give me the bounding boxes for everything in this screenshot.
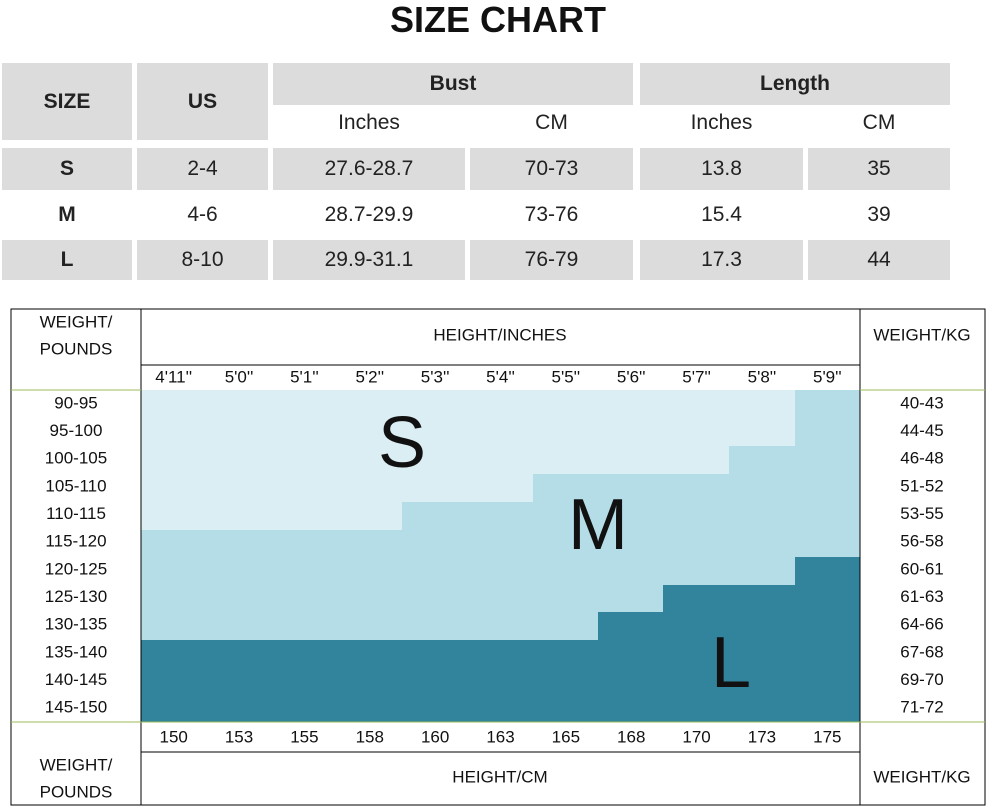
zone-s [141,390,795,530]
header-cell: Bust [273,63,633,105]
header-cell: SIZE [2,63,132,140]
height-cm: 160 [421,727,449,746]
zone-l [141,557,860,722]
height-in: 5'9'' [813,367,842,386]
height-cm: 173 [748,727,776,746]
table-cell: 29.9-31.1 [273,240,465,280]
height-in: 5'8'' [748,367,777,386]
table-cell: 28.7-29.9 [324,203,414,226]
table-cell: 2-4 [137,148,268,190]
height-cm: 165 [552,727,580,746]
table-cell: 4-6 [187,203,218,226]
weight-lb: 100-105 [45,449,107,468]
height-cm: 163 [486,727,514,746]
header: HEIGHT/INCHES [433,325,566,344]
weight-kg: 46-48 [900,449,943,468]
weight-lb: 110-115 [46,504,106,523]
table-cell: 27.6-28.7 [273,148,465,190]
height-in: 5'4'' [486,367,515,386]
table-cell: 13.8 [640,148,803,190]
weight-lb: 145-150 [45,698,107,717]
header: POUNDS [40,782,113,801]
weight-kg: 53-55 [900,504,943,523]
weight-lb: 90-95 [54,393,97,412]
table-cell: 15.4 [701,203,742,226]
header: HEIGHT/CM [452,767,547,786]
height-in: 5'5'' [552,367,581,386]
zone-label: L [711,623,751,703]
weight-lb: 95-100 [50,421,103,440]
weight-kg: 69-70 [900,670,943,689]
height-cm: 175 [813,727,841,746]
height-in: 5'2'' [355,367,384,386]
weight-lb: 120-125 [45,559,107,578]
border [10,308,986,806]
height-cm: 170 [682,727,710,746]
unit-header: Inches [338,110,400,134]
height-cm: 168 [617,727,645,746]
height-cm: 158 [356,727,384,746]
height-cm: 153 [225,727,253,746]
height-in: 5'0'' [225,367,254,386]
weight-lb: 105-110 [45,476,106,495]
weight-lb: 135-140 [45,642,107,661]
weight-kg: 44-45 [900,421,943,440]
unit-header: CM [862,110,896,134]
height-in: 5'3'' [421,367,450,386]
unit-header: Inches [690,110,753,134]
zone-label: M [568,485,628,565]
weight-kg: 61-63 [900,587,943,606]
height-in: 5'6'' [617,367,646,386]
header-cell: US [137,63,268,140]
weight-kg: 71-72 [900,698,943,717]
table-cell: 76-79 [470,240,633,280]
weight-lb: 115-120 [45,532,106,551]
height-in: 4'11'' [155,367,192,386]
weight-kg: 56-58 [900,532,943,551]
header: WEIGHT/ [40,755,113,774]
height-cm: 155 [290,727,318,746]
header: WEIGHT/ [40,312,113,331]
height-in: 5'1'' [290,367,319,386]
header: WEIGHT/KG [873,767,970,786]
weight-kg: 64-66 [900,615,943,634]
zone-label: S [378,403,426,483]
table-cell: 35 [808,148,950,190]
table-cell: 8-10 [137,240,268,280]
table-cell: 17.3 [640,240,803,280]
height-in: 5'7'' [682,367,711,386]
table-cell: 39 [867,203,891,226]
table-cell: 70-73 [470,148,633,190]
table-cell: L [2,240,132,280]
weight-lb: 125-130 [45,587,107,606]
weight-kg: 60-61 [900,559,943,578]
weight-kg: 67-68 [900,642,943,661]
table-cell: S [2,148,132,190]
weight-kg: 51-52 [900,476,943,495]
title: SIZE CHART [390,0,606,40]
weight-kg: 40-43 [900,393,943,412]
height-cm: 150 [159,727,187,746]
header: POUNDS [40,339,113,358]
header-cell: Length [640,63,950,105]
weight-lb: 140-145 [45,670,107,689]
table-cell: M [58,203,76,226]
header: WEIGHT/KG [873,325,970,344]
table-cell: 73-76 [524,203,579,226]
table-cell: 44 [808,240,950,280]
unit-header: CM [535,110,568,134]
weight-lb: 130-135 [45,615,107,634]
